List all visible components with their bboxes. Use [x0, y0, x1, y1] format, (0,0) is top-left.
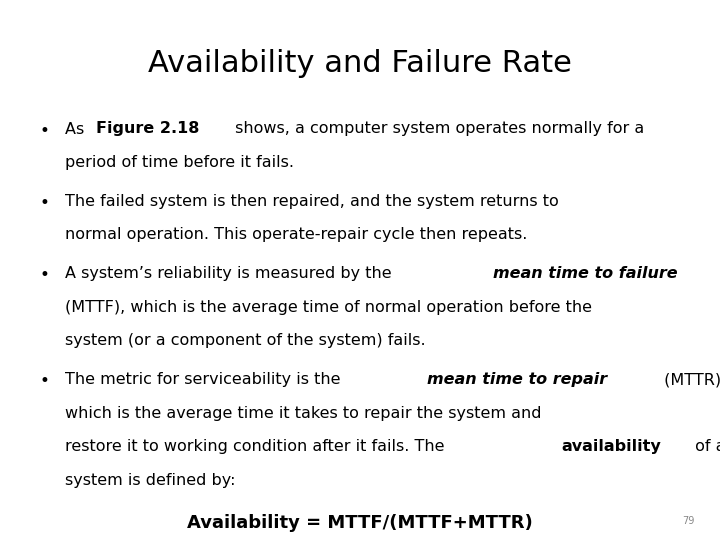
Text: The metric for serviceability is the: The metric for serviceability is the — [65, 372, 346, 387]
Text: •: • — [40, 194, 50, 212]
Text: •: • — [40, 266, 50, 284]
Text: mean time to repair: mean time to repair — [427, 372, 607, 387]
Text: (MTTR),: (MTTR), — [660, 372, 720, 387]
Text: As: As — [65, 122, 89, 137]
Text: The failed system is then repaired, and the system returns to: The failed system is then repaired, and … — [65, 194, 559, 209]
Text: •: • — [40, 122, 50, 139]
Text: normal operation. This operate-repair cycle then repeats.: normal operation. This operate-repair cy… — [65, 227, 527, 242]
Text: of a: of a — [690, 439, 720, 454]
Text: Figure 2.18: Figure 2.18 — [96, 122, 199, 137]
Text: which is the average time it takes to repair the system and: which is the average time it takes to re… — [65, 406, 541, 421]
Text: system (or a component of the system) fails.: system (or a component of the system) fa… — [65, 333, 426, 348]
Text: shows, a computer system operates normally for a: shows, a computer system operates normal… — [230, 122, 644, 137]
Text: system is defined by:: system is defined by: — [65, 472, 235, 488]
Text: mean time to failure: mean time to failure — [493, 266, 678, 281]
Text: restore it to working condition after it fails. The: restore it to working condition after it… — [65, 439, 449, 454]
Text: A system’s reliability is measured by the: A system’s reliability is measured by th… — [65, 266, 397, 281]
Text: Availability = MTTF/(MTTF+MTTR): Availability = MTTF/(MTTF+MTTR) — [187, 514, 533, 532]
Text: period of time before it fails.: period of time before it fails. — [65, 155, 294, 170]
Text: Availability and Failure Rate: Availability and Failure Rate — [148, 49, 572, 78]
Text: availability: availability — [561, 439, 661, 454]
Text: 79: 79 — [683, 516, 695, 526]
Text: •: • — [40, 372, 50, 390]
Text: (MTTF), which is the average time of normal operation before the: (MTTF), which is the average time of nor… — [65, 300, 592, 315]
